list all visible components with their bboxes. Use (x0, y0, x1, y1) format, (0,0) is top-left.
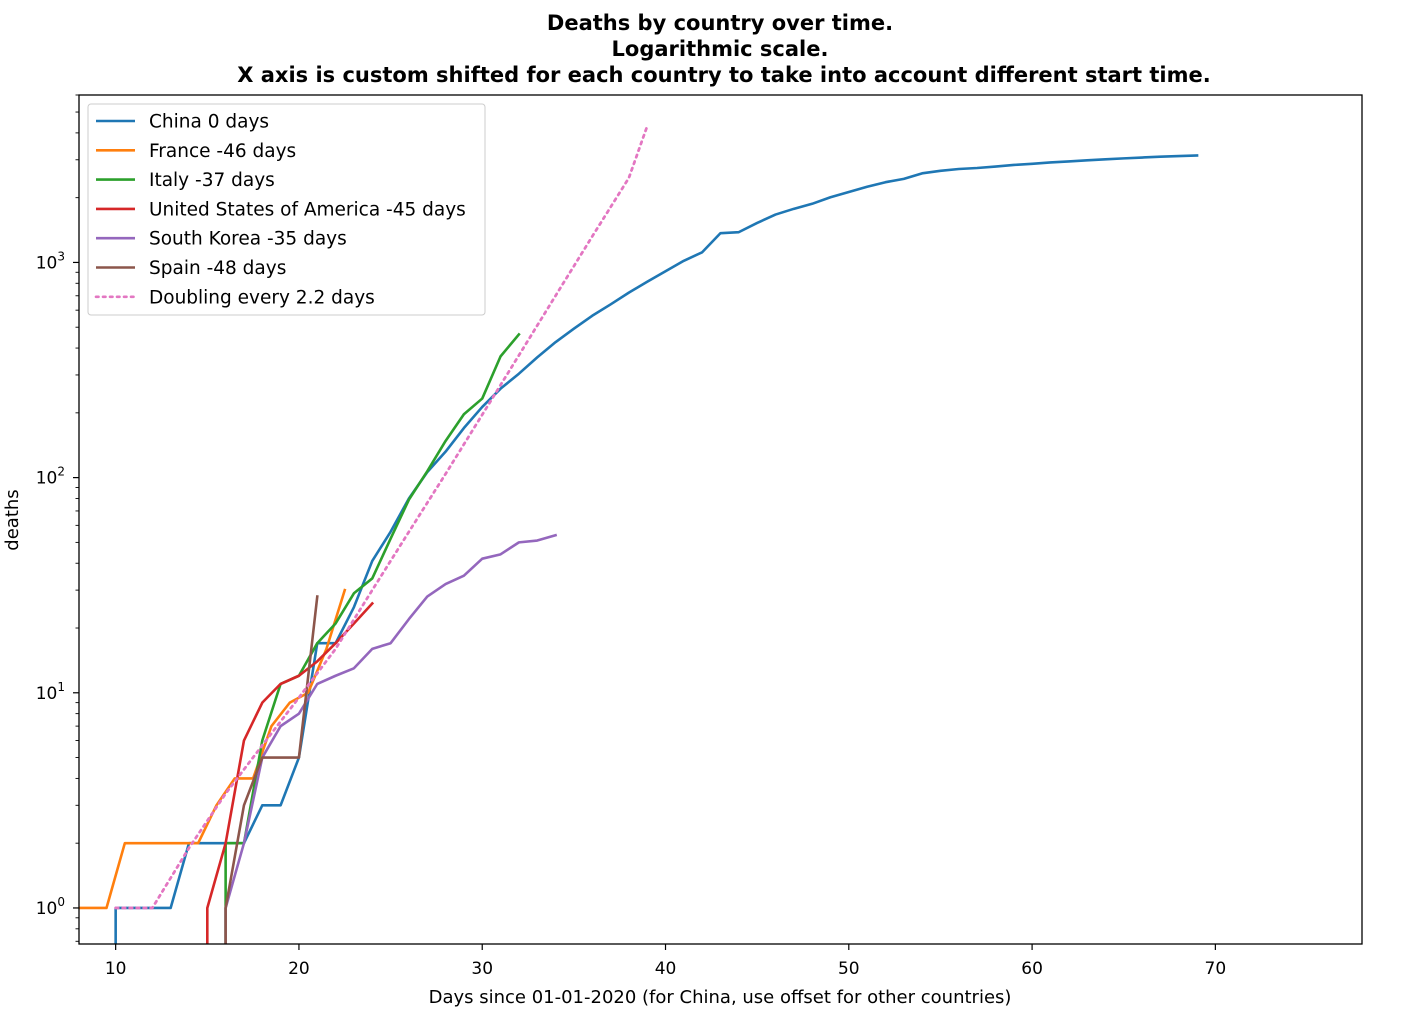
title-line-3: X axis is custom shifted for each countr… (237, 63, 1210, 87)
title-line-1: Deaths by country over time. (547, 11, 893, 35)
x-axis: 10 20 30 40 50 60 70 (105, 944, 1226, 979)
series-line-4 (224, 533, 558, 944)
series-layer (79, 124, 1199, 944)
series-line-3 (206, 601, 375, 944)
y-axis-label: deaths (2, 489, 23, 550)
doubling-line-overlay (114, 124, 649, 910)
x-axis-label: Days since 01-01-2020 (for China, use of… (429, 987, 1012, 1008)
legend-label: Italy -37 days (149, 170, 275, 191)
x-tick-label: 20 (288, 959, 310, 979)
y-tick-label: 103 (36, 249, 65, 273)
legend-label: Doubling every 2.2 days (149, 287, 375, 308)
legend-label: France -46 days (149, 141, 296, 162)
legend: China 0 days France -46 days Italy -37 day… (87, 103, 486, 316)
y-tick-label: 102 (36, 465, 65, 489)
plot-frame (78, 94, 1363, 945)
chart-title: Deaths by country over time. Logarithmic… (237, 11, 1210, 87)
legend-label: United States of America -45 days (149, 199, 466, 220)
series-line-1 (79, 588, 347, 910)
legend-box (87, 103, 486, 316)
y-tick-label: 101 (36, 680, 65, 704)
x-tick-label: 40 (655, 959, 677, 979)
title-line-2: Logarithmic scale. (612, 37, 829, 61)
series-line-2 (224, 332, 521, 944)
x-tick-label: 60 (1021, 959, 1043, 979)
series-line-0 (114, 154, 1199, 944)
series-line-5 (224, 595, 319, 944)
legend-label: Spain -48 days (149, 258, 286, 279)
y-tick-label: 100 (36, 895, 65, 919)
legend-label: South Korea -35 days (149, 229, 347, 250)
y-axis: 100 101 102 103 (36, 94, 79, 942)
legend-label: China 0 days (149, 112, 269, 133)
x-tick-label: 10 (105, 959, 127, 979)
x-tick-label: 50 (838, 959, 860, 979)
x-tick-label: 70 (1205, 959, 1227, 979)
x-tick-label: 30 (471, 959, 493, 979)
